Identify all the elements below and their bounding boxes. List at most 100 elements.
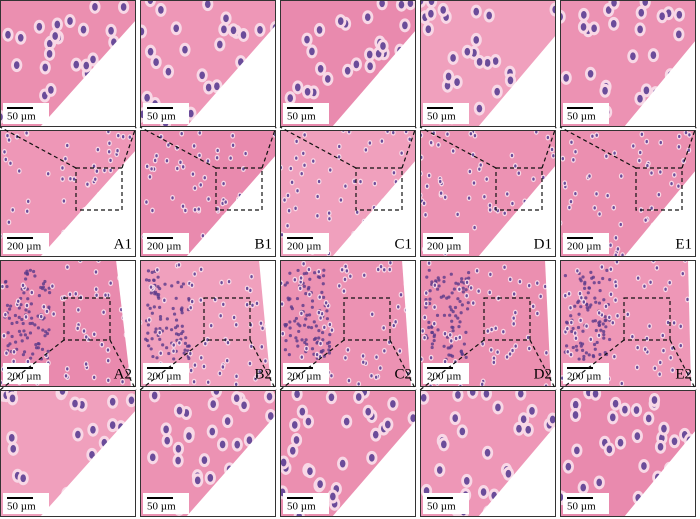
- cell-nucleus: [574, 150, 577, 154]
- marrow-cell: [574, 344, 578, 348]
- marrow-cell: [589, 303, 593, 307]
- marrow-cell: [6, 344, 10, 348]
- cell-nucleus: [488, 203, 492, 207]
- cell-nucleus: [445, 72, 452, 81]
- cell-nucleus: [164, 436, 171, 445]
- cell-nucleus: [436, 466, 443, 474]
- zoom-box: [215, 167, 263, 211]
- marrow-cell: [283, 348, 288, 352]
- marrow-cell: [19, 303, 23, 307]
- zoom-line: [541, 126, 557, 169]
- cell-nucleus: [307, 467, 313, 476]
- cell-nucleus: [215, 156, 219, 160]
- cell-nucleus: [591, 24, 597, 33]
- cell-nucleus: [485, 177, 488, 181]
- cell-nucleus: [517, 390, 524, 398]
- cell-nucleus: [383, 349, 386, 353]
- cell-nucleus: [661, 424, 667, 433]
- cell-nucleus: [197, 207, 200, 211]
- cell-nucleus: [145, 200, 148, 204]
- cell-nucleus: [486, 329, 489, 333]
- cell-nucleus: [427, 173, 431, 178]
- cell-nucleus: [283, 198, 286, 202]
- cell-nucleus: [613, 151, 616, 155]
- marrow-cell: [29, 302, 33, 306]
- cell-nucleus: [64, 374, 68, 378]
- cell-nucleus: [443, 359, 447, 364]
- cell-nucleus: [653, 366, 657, 370]
- marrow-cell: [310, 299, 315, 303]
- cell-nucleus: [318, 295, 321, 299]
- cell-nucleus: [51, 284, 54, 288]
- cell-nucleus: [439, 191, 443, 195]
- marrow-cell: [5, 303, 10, 307]
- marrow-cell: [305, 313, 309, 317]
- cell-nucleus: [516, 424, 522, 433]
- marrow-cell: [437, 284, 441, 288]
- marrow-cell: [152, 278, 156, 282]
- cell-nucleus: [612, 399, 619, 408]
- cell-nucleus: [353, 179, 356, 183]
- cell-nucleus: [309, 47, 315, 56]
- zoom-line: [559, 126, 637, 169]
- marrow-cell: [460, 303, 464, 307]
- cell-nucleus: [234, 440, 241, 449]
- marrow-cell: [318, 275, 322, 280]
- scale-bar: 200 µm: [423, 233, 469, 254]
- marrow-cell: [179, 331, 183, 336]
- cell-nucleus: [506, 192, 509, 196]
- cell-nucleus: [392, 323, 396, 328]
- marrow-cell: [457, 325, 461, 329]
- marrow-cell: [155, 356, 159, 360]
- marrow-cell: [466, 301, 470, 305]
- cell-nucleus: [437, 143, 440, 147]
- marrow-cell: [22, 350, 27, 354]
- cell-nucleus: [673, 173, 676, 177]
- cell-nucleus: [199, 183, 202, 187]
- marrow-cell: [428, 301, 432, 306]
- cell-nucleus: [72, 177, 76, 181]
- cell-nucleus: [250, 344, 253, 349]
- scale-label: 200 µm: [427, 371, 462, 383]
- cell-nucleus: [473, 134, 477, 138]
- cell-nucleus: [155, 154, 158, 158]
- marrow-cell: [459, 311, 463, 315]
- panel: [420, 260, 556, 387]
- cell-nucleus: [596, 478, 603, 487]
- cell-nucleus: [342, 289, 346, 293]
- marrow-cell: [446, 346, 450, 350]
- cell-nucleus: [567, 292, 571, 296]
- cell-nucleus: [532, 177, 535, 181]
- cell-nucleus: [398, 349, 402, 353]
- marrow-cell: [165, 317, 169, 321]
- panel-label: E2: [675, 366, 692, 382]
- marrow-cell: [576, 325, 581, 330]
- cell-nucleus: [582, 300, 585, 304]
- marrow-cell: [577, 312, 581, 316]
- marrow-cell: [448, 305, 452, 309]
- cell-nucleus: [408, 137, 411, 141]
- scale-bar: 200 µm: [563, 233, 609, 254]
- cell-nucleus: [546, 135, 550, 140]
- cell-nucleus: [280, 302, 284, 306]
- marrow-cell: [164, 326, 169, 330]
- cell-nucleus: [64, 157, 67, 161]
- marrow-cell: [432, 338, 436, 343]
- cell-nucleus: [233, 394, 240, 403]
- cell-nucleus: [631, 334, 634, 339]
- cell-nucleus: [492, 356, 496, 360]
- marrow-cell: [158, 305, 162, 309]
- marrow-cell: [9, 304, 13, 308]
- marrow-cell: [464, 355, 468, 359]
- marrow-cell: [150, 311, 154, 315]
- marrow-cell: [597, 321, 601, 325]
- cell-nucleus: [433, 305, 436, 309]
- cell-nucleus: [235, 323, 238, 327]
- cell-nucleus: [260, 345, 264, 349]
- cell-nucleus: [340, 268, 344, 272]
- cell-nucleus: [84, 362, 88, 366]
- marrow-cell: [305, 342, 309, 346]
- cell-nucleus: [193, 208, 197, 212]
- cell-nucleus: [365, 407, 372, 416]
- cell-nucleus: [109, 397, 116, 406]
